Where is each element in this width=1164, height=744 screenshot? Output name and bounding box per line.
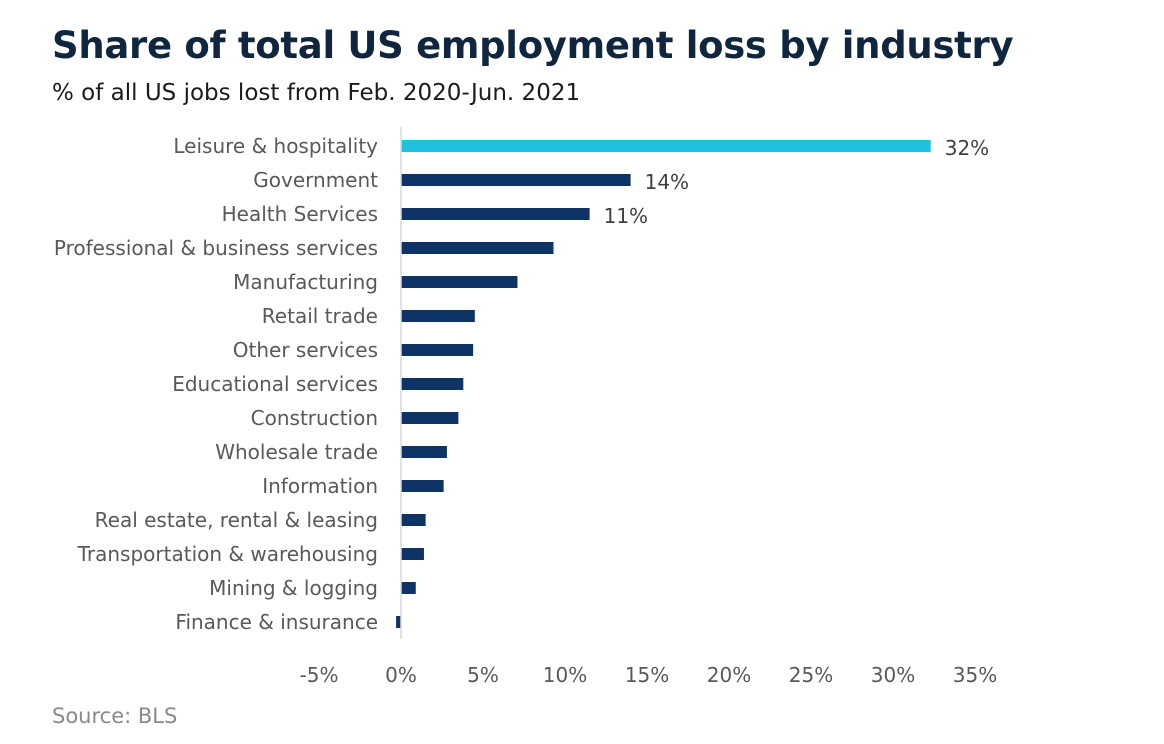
bar bbox=[401, 446, 447, 458]
x-tick-label: 30% bbox=[871, 663, 915, 687]
category-label: Information bbox=[262, 474, 378, 498]
category-label: Educational services bbox=[172, 372, 378, 396]
category-label: Transportation & warehousing bbox=[77, 542, 378, 566]
x-tick-label: 5% bbox=[467, 663, 499, 687]
bar bbox=[401, 378, 464, 390]
x-tick-label: 0% bbox=[385, 663, 417, 687]
x-tick-label: 35% bbox=[953, 663, 997, 687]
category-label: Government bbox=[253, 168, 378, 192]
bars bbox=[396, 140, 931, 628]
x-tick-label: 10% bbox=[543, 663, 587, 687]
x-tick-label: 25% bbox=[789, 663, 833, 687]
chart-subtitle: % of all US jobs lost from Feb. 2020-Jun… bbox=[52, 80, 581, 106]
bar bbox=[401, 208, 590, 220]
category-label: Construction bbox=[251, 406, 378, 430]
bar bbox=[401, 310, 475, 322]
x-tick-label: 15% bbox=[625, 663, 669, 687]
bar bbox=[401, 412, 459, 424]
bar bbox=[401, 344, 474, 356]
bar bbox=[401, 140, 931, 152]
category-label: Real estate, rental & leasing bbox=[95, 508, 378, 532]
category-label: Retail trade bbox=[262, 304, 378, 328]
category-label: Wholesale trade bbox=[215, 440, 378, 464]
bar bbox=[401, 582, 416, 594]
bar bbox=[401, 480, 444, 492]
category-label: Health Services bbox=[222, 202, 378, 226]
category-label: Manufacturing bbox=[233, 270, 378, 294]
x-axis-tick-labels: -5% 0% 5% 10% 15% 20% 25% 30% 35% bbox=[300, 663, 998, 687]
bar bbox=[401, 548, 424, 560]
x-tick-label: 20% bbox=[707, 663, 751, 687]
chart-title: Share of total US employment loss by ind… bbox=[52, 24, 1014, 67]
x-tick-label: -5% bbox=[300, 663, 339, 687]
category-label: Other services bbox=[233, 338, 378, 362]
category-label: Professional & business services bbox=[54, 236, 378, 260]
category-label: Finance & insurance bbox=[175, 610, 378, 634]
bar bbox=[401, 276, 518, 288]
category-label: Mining & logging bbox=[209, 576, 378, 600]
bar-chart: Leisure & hospitality Government Health Se… bbox=[54, 127, 998, 687]
category-label: Leisure & hospitality bbox=[173, 134, 378, 158]
data-labels: 32% 14% 11% bbox=[604, 136, 990, 228]
bar bbox=[401, 242, 554, 254]
data-label: 32% bbox=[945, 136, 989, 160]
source-note: Source: BLS bbox=[52, 704, 178, 728]
category-labels: Leisure & hospitality Government Health Se… bbox=[54, 134, 378, 634]
bar bbox=[396, 616, 401, 628]
bar bbox=[401, 514, 426, 526]
data-label: 14% bbox=[645, 170, 689, 194]
bar bbox=[401, 174, 631, 186]
data-label: 11% bbox=[604, 204, 648, 228]
